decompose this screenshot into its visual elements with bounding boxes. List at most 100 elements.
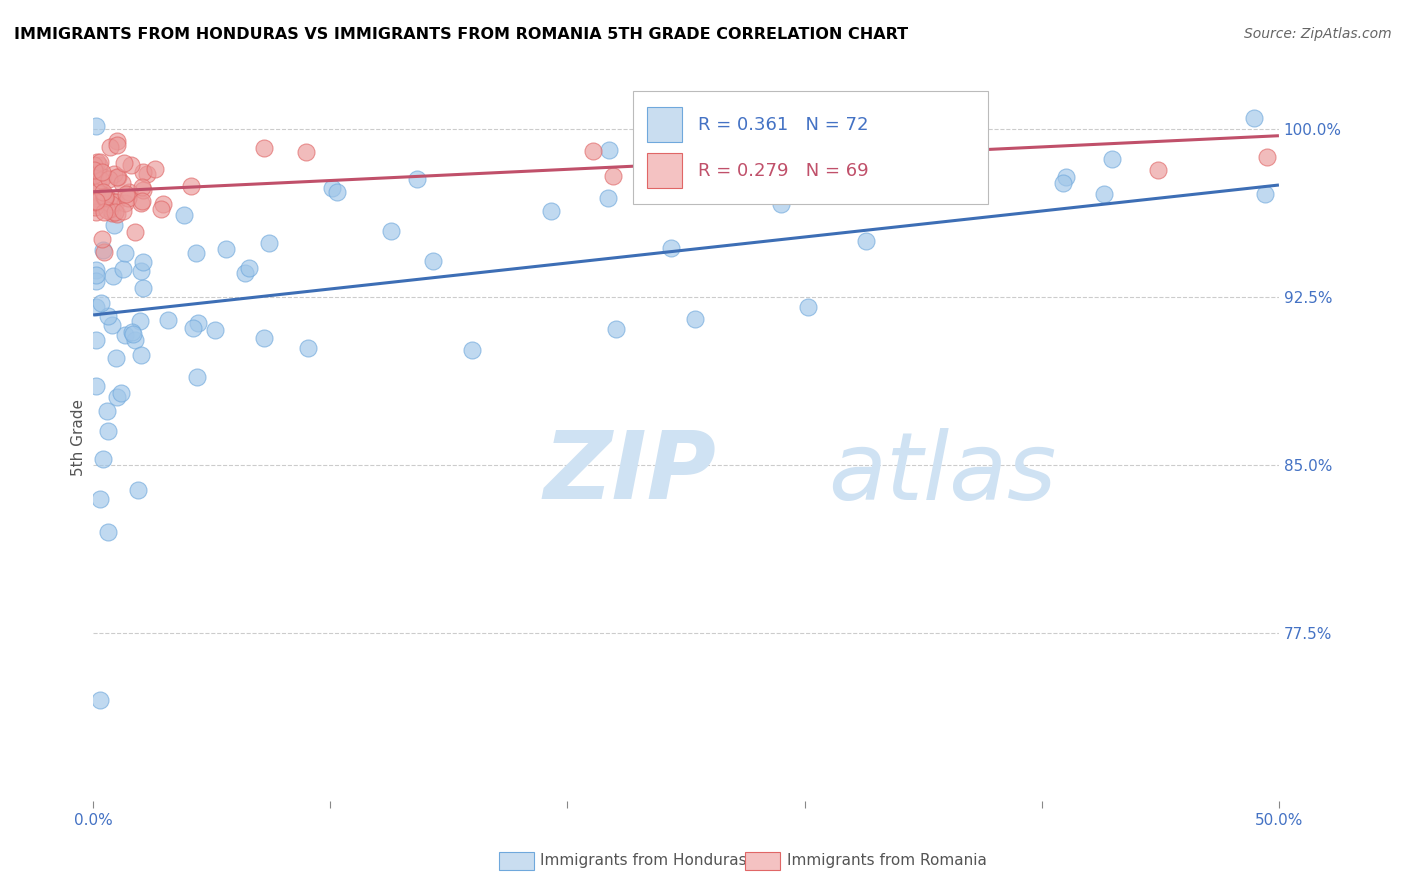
- Point: [238, 261, 260, 276]
- Point: [84, 119, 107, 133]
- Point: [83, 198, 105, 212]
- Point: [111, 176, 134, 190]
- Point: [94, 191, 117, 205]
- Point: [91, 169, 114, 184]
- Point: [91, 244, 114, 258]
- Point: [84, 333, 107, 347]
- Point: [84, 275, 107, 289]
- Point: [215, 242, 238, 256]
- Point: [103, 219, 125, 233]
- Text: IMMIGRANTS FROM HONDURAS VS IMMIGRANTS FROM ROMANIA 5TH GRADE CORRELATION CHART: IMMIGRANTS FROM HONDURAS VS IMMIGRANTS F…: [14, 27, 908, 42]
- Point: [90, 232, 112, 246]
- Point: [918, 157, 941, 171]
- Point: [93, 190, 115, 204]
- Point: [83, 163, 105, 178]
- Point: [797, 301, 820, 315]
- Point: [101, 268, 124, 283]
- Point: [96, 189, 118, 203]
- Point: [422, 254, 444, 268]
- Point: [181, 321, 204, 335]
- Point: [131, 180, 153, 194]
- Point: [769, 197, 792, 211]
- Point: [132, 182, 155, 196]
- Point: [105, 134, 128, 148]
- Point: [184, 246, 207, 260]
- Point: [259, 236, 281, 251]
- Point: [849, 179, 872, 194]
- Point: [187, 316, 209, 330]
- Point: [105, 138, 128, 153]
- Point: [84, 379, 107, 393]
- Point: [84, 263, 107, 277]
- Point: [87, 158, 110, 172]
- Point: [111, 261, 134, 276]
- Point: [132, 281, 155, 295]
- Point: [685, 312, 707, 326]
- Point: [105, 390, 128, 404]
- Point: [129, 314, 152, 328]
- Point: [83, 178, 105, 193]
- Point: [86, 155, 108, 169]
- Point: [1243, 111, 1265, 125]
- Point: [105, 351, 128, 365]
- Point: [540, 204, 562, 219]
- Point: [406, 172, 429, 186]
- Point: [107, 170, 129, 185]
- Point: [107, 169, 129, 184]
- Point: [84, 201, 107, 215]
- Point: [110, 385, 132, 400]
- Point: [83, 168, 105, 182]
- Point: [122, 326, 145, 341]
- Point: [157, 313, 180, 327]
- Y-axis label: 5th Grade: 5th Grade: [72, 399, 86, 475]
- Point: [101, 318, 124, 333]
- Point: [98, 202, 121, 217]
- Point: [87, 167, 110, 181]
- Bar: [647, 107, 682, 142]
- Point: [173, 208, 195, 222]
- Point: [114, 245, 136, 260]
- Point: [118, 186, 141, 200]
- Point: [380, 223, 402, 237]
- Bar: [633, 91, 988, 204]
- Point: [1092, 187, 1115, 202]
- Point: [86, 191, 108, 205]
- Point: [105, 207, 128, 221]
- Point: [129, 348, 152, 362]
- Text: R = 0.361   N = 72: R = 0.361 N = 72: [697, 116, 869, 134]
- Point: [180, 178, 202, 193]
- Point: [97, 309, 120, 323]
- Point: [84, 195, 107, 210]
- Point: [297, 341, 319, 355]
- Point: [253, 331, 276, 345]
- Point: [103, 167, 125, 181]
- Point: [124, 225, 146, 239]
- Point: [204, 323, 226, 337]
- Point: [90, 173, 112, 187]
- Point: [93, 244, 115, 259]
- Point: [1101, 152, 1123, 166]
- Point: [1254, 187, 1277, 202]
- Point: [121, 325, 143, 339]
- Point: [96, 525, 118, 540]
- Text: Immigrants from Romania: Immigrants from Romania: [787, 854, 987, 868]
- Point: [855, 234, 877, 248]
- Point: [1146, 163, 1168, 178]
- Point: [89, 693, 111, 707]
- Text: Source: ZipAtlas.com: Source: ZipAtlas.com: [1244, 27, 1392, 41]
- Point: [645, 153, 668, 168]
- Point: [101, 206, 124, 220]
- Point: [461, 343, 484, 357]
- Point: [132, 164, 155, 178]
- Point: [233, 266, 256, 280]
- Point: [321, 181, 343, 195]
- Point: [94, 190, 117, 204]
- Point: [84, 194, 107, 208]
- Point: [114, 327, 136, 342]
- Point: [93, 189, 115, 203]
- Point: [602, 169, 624, 183]
- Point: [87, 178, 110, 193]
- Point: [1256, 151, 1278, 165]
- Bar: [647, 153, 682, 188]
- Point: [581, 145, 603, 159]
